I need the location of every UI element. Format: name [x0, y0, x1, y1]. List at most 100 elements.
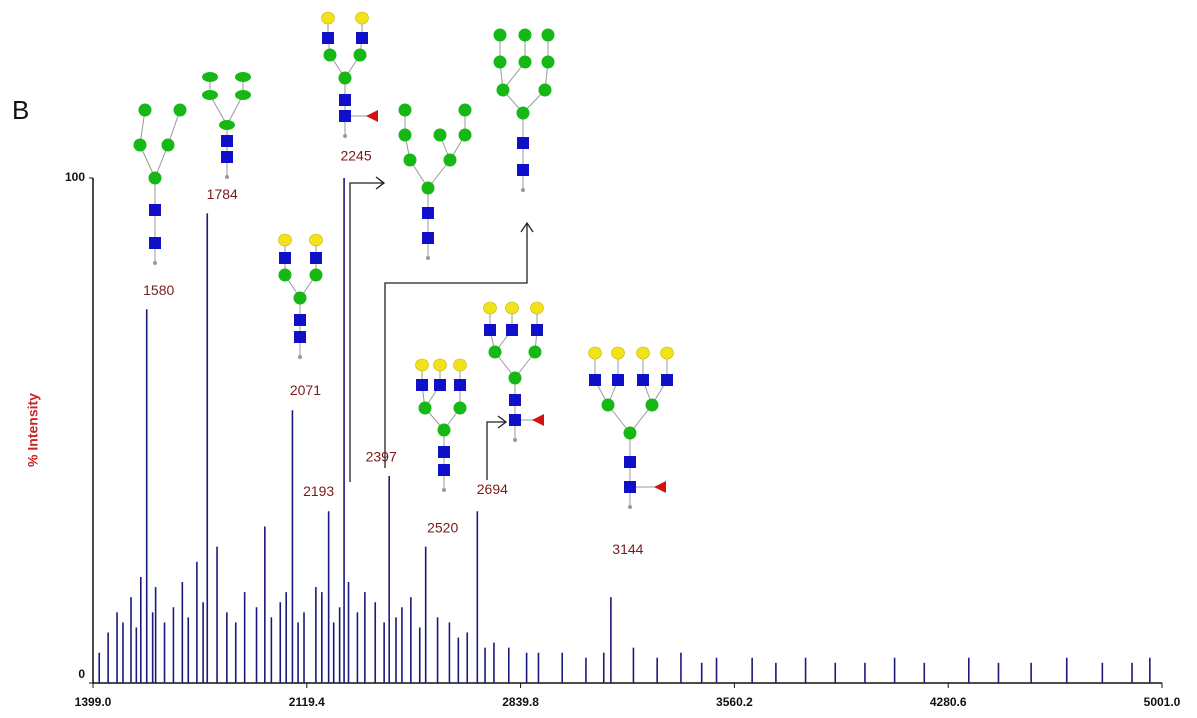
- mannose: [139, 104, 152, 117]
- mannose: [404, 154, 417, 167]
- glcnac: [339, 94, 351, 106]
- glcnac: [416, 379, 428, 391]
- mannose: [459, 104, 472, 117]
- mannose: [459, 129, 472, 142]
- glcnac: [422, 207, 434, 219]
- mannose: [624, 427, 637, 440]
- glcnac: [509, 394, 521, 406]
- peak-label: 2694: [477, 481, 508, 497]
- glcnac: [221, 135, 233, 147]
- mannose: [444, 154, 457, 167]
- mannose: [539, 84, 552, 97]
- glcnac: [294, 314, 306, 326]
- glcnac: [322, 32, 334, 44]
- glcnac: [517, 137, 529, 149]
- peak-label: 2245: [340, 148, 371, 164]
- mannose: [279, 269, 292, 282]
- galactose: [612, 347, 625, 359]
- glcnac: [294, 331, 306, 343]
- mannose: [399, 129, 412, 142]
- glcnac: [589, 374, 601, 386]
- glcnac: [356, 32, 368, 44]
- glcnac: [484, 324, 496, 336]
- y-tick-label: 100: [65, 170, 85, 184]
- peak-label: 2397: [366, 449, 397, 465]
- reducing-end-cap: [225, 175, 229, 179]
- glcnac: [310, 252, 322, 264]
- reducing-end-cap: [298, 355, 302, 359]
- galactose: [279, 234, 292, 246]
- glcnac: [612, 374, 624, 386]
- mannose: [438, 424, 451, 437]
- mannose: [542, 29, 555, 42]
- mannose: [519, 56, 532, 69]
- mannose: [294, 292, 307, 305]
- panel-label: B: [12, 95, 29, 125]
- mannose: [419, 402, 432, 415]
- peak-label: 1784: [207, 186, 238, 202]
- mannose: [494, 29, 507, 42]
- reducing-end-cap: [343, 134, 347, 138]
- galactose: [454, 359, 467, 371]
- glcnac: [637, 374, 649, 386]
- mannose: [602, 399, 615, 412]
- glcnac: [434, 379, 446, 391]
- galactose: [434, 359, 447, 371]
- mannose: [509, 372, 522, 385]
- reducing-end-cap: [513, 438, 517, 442]
- mannose: [149, 172, 162, 185]
- mannose: [310, 269, 323, 282]
- glcnac: [506, 324, 518, 336]
- mannose: [354, 49, 367, 62]
- peak-label: 2520: [427, 519, 458, 535]
- fucose: [654, 481, 666, 493]
- y-axis-label: % Intensity: [25, 393, 41, 467]
- mannose: [519, 29, 532, 42]
- mannose: [235, 90, 251, 100]
- glcnac: [624, 456, 636, 468]
- chart: B % Intensity 1399.02119.42839.83560.242…: [0, 0, 1197, 718]
- glcnac: [454, 379, 466, 391]
- mannose: [646, 399, 659, 412]
- mannose: [202, 90, 218, 100]
- glcnac: [531, 324, 543, 336]
- galactose: [661, 347, 674, 359]
- galactose: [322, 12, 335, 24]
- glcnac: [624, 481, 636, 493]
- reducing-end-cap: [153, 261, 157, 265]
- reducing-end-cap: [521, 188, 525, 192]
- mannose: [494, 56, 507, 69]
- mannose: [517, 107, 530, 120]
- mannose: [324, 49, 337, 62]
- glcnac: [438, 446, 450, 458]
- x-tick-label: 2119.4: [289, 695, 325, 709]
- glcnac: [149, 204, 161, 216]
- glcnac: [149, 237, 161, 249]
- mannose: [339, 72, 352, 85]
- glcnac: [422, 232, 434, 244]
- x-tick-label: 2839.8: [502, 695, 539, 709]
- mannose: [529, 346, 542, 359]
- peak-label: 2071: [290, 382, 321, 398]
- peak-label: 1580: [143, 282, 174, 298]
- mannose: [174, 104, 187, 117]
- peak-label: 3144: [612, 541, 643, 557]
- arrows: [350, 177, 533, 482]
- fucose: [532, 414, 544, 426]
- galactose: [531, 302, 544, 314]
- mannose: [542, 56, 555, 69]
- x-tick-label: 1399.0: [75, 695, 112, 709]
- galactose: [637, 347, 650, 359]
- mannose: [202, 72, 218, 82]
- mannose: [454, 402, 467, 415]
- reducing-end-cap: [426, 256, 430, 260]
- glcnac: [517, 164, 529, 176]
- mannose: [219, 120, 235, 130]
- x-tick-label: 3560.2: [716, 695, 753, 709]
- mannose: [434, 129, 447, 142]
- reducing-end-cap: [628, 505, 632, 509]
- mannose: [489, 346, 502, 359]
- glcnac: [279, 252, 291, 264]
- mannose: [134, 139, 147, 152]
- x-tick-label: 5001.0: [1144, 695, 1181, 709]
